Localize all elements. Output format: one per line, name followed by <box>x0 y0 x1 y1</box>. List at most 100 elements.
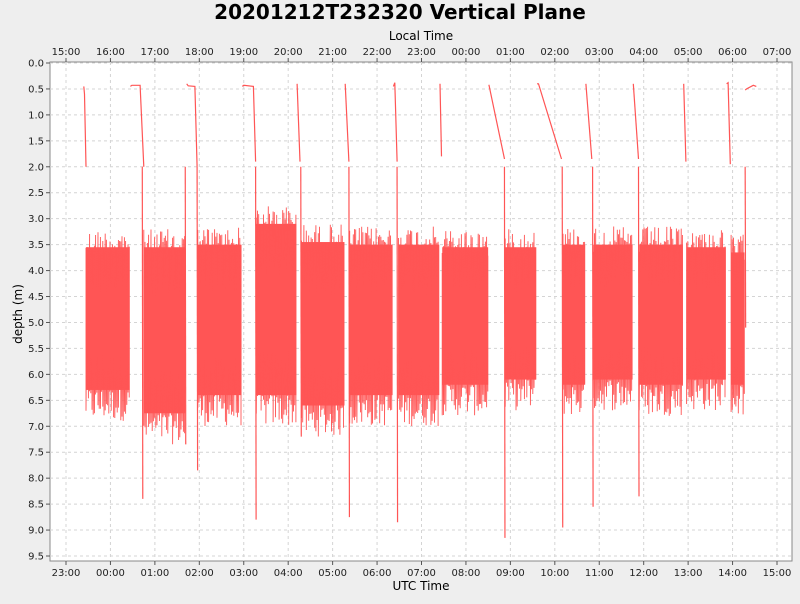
x-tick-label-local: 02:00 <box>540 47 569 58</box>
deep-spike <box>396 166 399 523</box>
surface-segment <box>744 84 757 91</box>
deep-spike <box>184 166 187 445</box>
y-tick-label: 0.5 <box>28 84 44 95</box>
deep-spike <box>196 166 199 471</box>
x-tick-label-local: 00:00 <box>452 47 481 58</box>
surface-segment <box>537 83 563 160</box>
y-tick-label: 6.5 <box>28 396 44 407</box>
x-tick-label-local: 01:00 <box>496 47 525 58</box>
surface-segment <box>488 84 506 160</box>
deep-spike <box>255 166 257 520</box>
surface-segment <box>632 83 640 160</box>
x-tick-label-utc: 09:00 <box>496 568 525 579</box>
x-tick-label-utc: 14:00 <box>718 568 747 579</box>
x-tick-label-utc: 15:00 <box>763 568 792 579</box>
x-tick-label-local: 06:00 <box>718 47 747 58</box>
dive-oscillation <box>592 226 633 411</box>
axis-ticks: 0.0 0.5 1.0 1.5 2.0 2.5 3.0 3.5 4.0 4.5 5.0 5.5 6.0 6… <box>28 47 791 579</box>
surface-segment <box>585 83 593 160</box>
deep-spike <box>348 166 351 518</box>
deep-spike <box>591 166 594 507</box>
deep-spike <box>744 166 747 328</box>
y-tick-label: 0.0 <box>28 59 44 70</box>
surface-segment <box>296 83 301 162</box>
surface-segment <box>439 83 443 157</box>
x-tick-label-local: 17:00 <box>140 47 169 58</box>
deep-spike <box>300 166 302 437</box>
y-tick-label: 4.5 <box>28 292 44 303</box>
y-tick-label: 5.0 <box>28 318 44 329</box>
y-tick-label: 3.0 <box>28 214 44 225</box>
x-tick-label-utc: 11:00 <box>585 568 614 579</box>
surface-segment <box>392 82 398 162</box>
dive-oscillation <box>504 229 536 411</box>
x-tick-label-local: 19:00 <box>229 47 258 58</box>
y-tick-label: 2.5 <box>28 188 44 199</box>
surface-segment <box>344 83 350 162</box>
deep-spike <box>561 166 564 528</box>
x-tick-label-utc: 00:00 <box>96 568 125 579</box>
x-tick-label-local: 03:00 <box>585 47 614 58</box>
x-tick-label-local: 22:00 <box>363 47 392 58</box>
x-tick-label-utc: 08:00 <box>452 568 481 579</box>
surface-segment <box>726 81 731 165</box>
dive-oscillation <box>143 229 186 445</box>
dive-oscillation <box>255 206 297 425</box>
x-tick-label-utc: 10:00 <box>540 568 569 579</box>
x-tick-label-utc: 23:00 <box>52 568 81 579</box>
dive-oscillation <box>301 224 344 437</box>
top-axis-title: Local Time <box>389 29 453 43</box>
y-axis-title: depth (m) <box>11 284 25 344</box>
x-tick-label-utc: 12:00 <box>629 568 658 579</box>
dive-oscillation <box>441 231 489 416</box>
dive-oscillation <box>349 226 393 426</box>
x-tick-label-utc: 01:00 <box>140 568 169 579</box>
deep-spike <box>141 166 144 499</box>
deep-spike <box>637 166 640 497</box>
x-tick-label-utc: 13:00 <box>674 568 703 579</box>
y-tick-label: 6.0 <box>28 370 44 381</box>
x-tick-label-utc: 04:00 <box>274 568 303 579</box>
surface-segment <box>83 86 87 167</box>
x-tick-label-local: 07:00 <box>763 47 792 58</box>
y-tick-label: 9.5 <box>28 552 44 563</box>
dive-oscillation <box>398 226 439 427</box>
surface-segment <box>186 83 198 167</box>
dive-oscillation <box>197 227 242 427</box>
y-tick-label: 9.0 <box>28 526 44 537</box>
surface-segment <box>241 84 257 162</box>
x-tick-label-local: 05:00 <box>674 47 703 58</box>
deep-spike <box>503 166 506 538</box>
x-tick-label-local: 15:00 <box>52 47 81 58</box>
y-tick-label: 1.0 <box>28 110 44 121</box>
x-tick-label-utc: 03:00 <box>229 568 258 579</box>
x-tick-label-utc: 06:00 <box>363 568 392 579</box>
y-tick-label: 4.0 <box>28 266 44 277</box>
y-tick-label: 7.0 <box>28 422 44 433</box>
x-tick-label-local: 16:00 <box>96 47 125 58</box>
surface-segment <box>683 83 687 162</box>
y-tick-label: 3.5 <box>28 240 44 251</box>
x-tick-label-utc: 05:00 <box>318 568 347 579</box>
y-tick-label: 1.5 <box>28 136 44 147</box>
y-tick-label: 8.0 <box>28 474 44 485</box>
chart-title: 20201212T232320 Vertical Plane <box>214 0 586 24</box>
dive-oscillation <box>638 226 683 416</box>
y-tick-label: 2.0 <box>28 162 44 173</box>
x-axis-title: UTC Time <box>393 579 450 593</box>
surface-segment <box>130 84 145 167</box>
y-tick-label: 8.5 <box>28 500 44 511</box>
y-tick-label: 7.5 <box>28 448 44 459</box>
depth-series <box>83 81 757 538</box>
y-tick-label: 5.5 <box>28 344 44 355</box>
dive-oscillation <box>562 228 586 415</box>
dive-oscillation <box>85 232 130 421</box>
x-tick-label-utc: 07:00 <box>407 568 436 579</box>
x-tick-label-local: 18:00 <box>185 47 214 58</box>
x-tick-label-utc: 02:00 <box>185 568 214 579</box>
x-tick-label-local: 04:00 <box>629 47 658 58</box>
x-tick-label-local: 21:00 <box>318 47 347 58</box>
x-tick-label-local: 23:00 <box>407 47 436 58</box>
